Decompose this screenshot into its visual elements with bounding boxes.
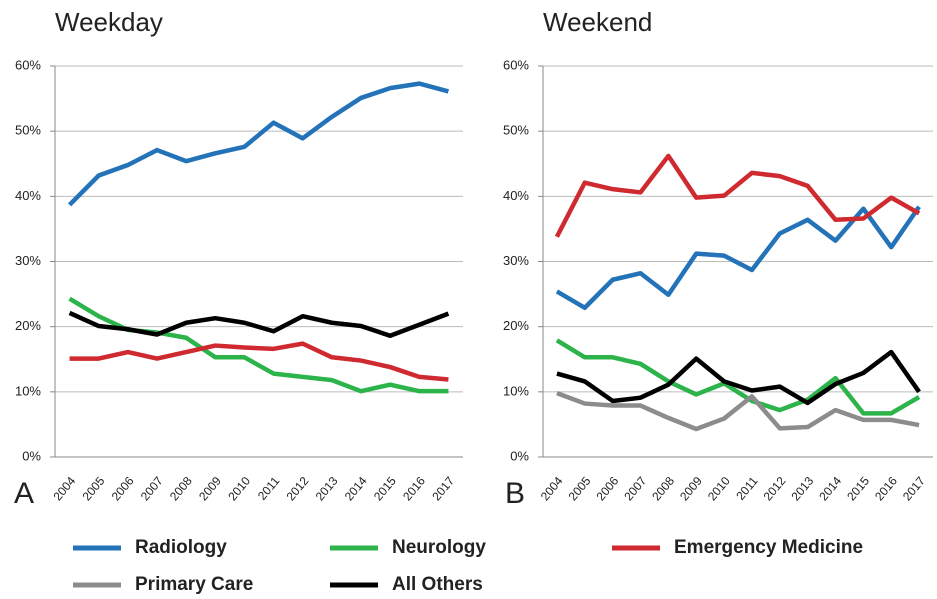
y-tick-label: 30% <box>503 253 529 268</box>
x-tick-label: 2016 <box>872 474 900 504</box>
panel-label: B <box>505 477 525 510</box>
series-line <box>556 349 921 406</box>
x-tick-label: 2006 <box>109 474 137 504</box>
panel-label: A <box>14 477 34 510</box>
x-tick-label: 2004 <box>50 474 78 504</box>
x-tick-label: 2010 <box>225 474 253 504</box>
series-line <box>68 310 450 339</box>
legend-label: Emergency Medicine <box>674 537 863 558</box>
x-tick-label: 2016 <box>400 474 428 504</box>
y-tick-label: 60% <box>15 57 41 72</box>
y-tick-label: 0% <box>22 448 41 463</box>
x-tick-label: 2015 <box>844 474 872 504</box>
panel-title: Weekend <box>543 7 652 37</box>
x-tick-label: 2012 <box>761 474 789 504</box>
x-tick-label: 2013 <box>788 474 816 504</box>
y-tick-label: 20% <box>503 318 529 333</box>
legend-label: Radiology <box>135 537 227 558</box>
x-tick-label: 2008 <box>649 474 677 504</box>
series-line <box>556 391 920 432</box>
x-tick-label: 2007 <box>138 474 166 504</box>
legend-label: Primary Care <box>135 574 253 595</box>
panel-title: Weekday <box>55 7 163 37</box>
y-tick-label: 40% <box>503 188 529 203</box>
y-tick-label: 0% <box>510 448 529 463</box>
x-tick-label: 2013 <box>313 474 341 504</box>
y-tick-label: 40% <box>15 188 41 203</box>
y-tick-label: 10% <box>15 383 41 398</box>
legend-label: Neurology <box>392 537 486 558</box>
x-tick-label: 2005 <box>566 474 594 504</box>
x-tick-label: 2014 <box>816 474 844 504</box>
x-tick-label: 2011 <box>255 474 283 503</box>
x-tick-label: 2012 <box>284 474 312 504</box>
series-line <box>554 153 921 238</box>
y-tick-label: 50% <box>15 123 41 138</box>
y-tick-label: 30% <box>15 253 41 268</box>
x-tick-label: 2007 <box>621 474 649 504</box>
series-line <box>68 296 449 394</box>
y-tick-label: 60% <box>503 57 529 72</box>
series-line <box>555 205 921 311</box>
x-tick-label: 2005 <box>80 474 108 504</box>
series-line <box>69 341 449 382</box>
y-tick-label: 50% <box>503 123 529 138</box>
y-tick-label: 10% <box>503 383 529 398</box>
series-line <box>67 81 450 207</box>
x-tick-label: 2014 <box>342 474 370 504</box>
x-tick-label: 2006 <box>593 474 621 504</box>
x-tick-label: 2017 <box>429 474 457 504</box>
y-tick-label: 20% <box>15 318 41 333</box>
x-tick-label: 2009 <box>677 474 705 504</box>
series-line <box>555 338 921 416</box>
x-tick-label: 2011 <box>733 474 761 503</box>
x-tick-label: 2008 <box>167 474 195 504</box>
x-tick-label: 2010 <box>705 474 733 504</box>
x-tick-label: 2009 <box>196 474 224 504</box>
x-tick-label: 2017 <box>900 474 928 504</box>
x-tick-label: 2015 <box>371 474 399 504</box>
x-tick-label: 2004 <box>538 474 566 504</box>
legend-label: All Others <box>392 574 483 595</box>
